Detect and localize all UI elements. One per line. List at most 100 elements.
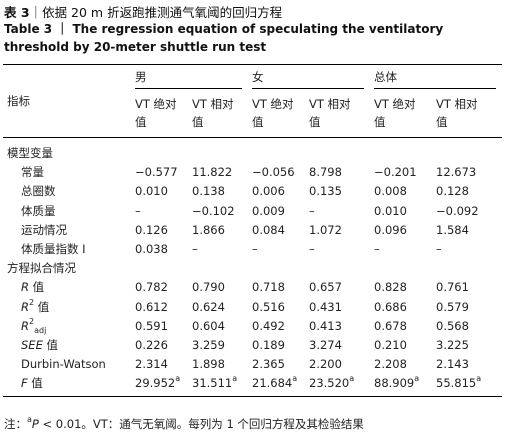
label-cell: 总圈数 [3, 182, 131, 201]
cell-text: 0.009 [252, 203, 285, 218]
cell-text: 0.126 [135, 222, 168, 237]
value-cell: −0.056 [248, 163, 305, 182]
data-row: 总圈数 0.010 0.138 0.006 0.135 0.008 0.128 [3, 182, 502, 201]
subheader: VT 相对值 [305, 89, 370, 138]
section-row: 方程拟合情况 [3, 259, 502, 278]
text-part: 值 [42, 338, 58, 353]
cell-text: 0.008 [374, 184, 407, 199]
subheader-row: VT 绝对值 VT 相对值 VT 绝对值 VT 相对值 VT 绝对值 VT 相对值 [3, 89, 502, 138]
text-part: R [21, 280, 29, 295]
cell-text: 3.259 [192, 338, 225, 353]
value-cell: 0.591 [131, 317, 188, 336]
value-cell: 0.010 [370, 202, 432, 221]
regression-table: 指标 男 女 总体 VT 绝对值 VT 相对值 VT 绝对值 VT 相对值 VT 绝对值 VT 相… [3, 64, 502, 397]
subheader: VT 绝对值 [248, 89, 305, 138]
cell-text: 0.138 [192, 184, 225, 199]
value-cell: 0.010 [131, 182, 188, 201]
value-cell: 0.686 [370, 298, 432, 317]
cell-text: 0.431 [309, 299, 342, 314]
value-cell: 0.828 [370, 278, 432, 297]
cell-text: 0.189 [252, 338, 285, 353]
text-part: a [414, 374, 420, 384]
cell-text: −0.056 [252, 165, 295, 180]
cell-text: – [309, 242, 315, 257]
data-row: R 值 0.782 0.790 0.718 0.657 0.828 0.761 [3, 278, 502, 297]
cell-text: 0.038 [135, 242, 168, 257]
value-cell: 0.210 [370, 336, 432, 355]
cell-text: – [192, 242, 198, 257]
data-row: 体质量 – −0.102 0.009 – 0.010 −0.092 [3, 202, 502, 221]
value-cell: 0.718 [248, 278, 305, 297]
text-part: 55.815 [436, 376, 477, 391]
cell-text: VT 相对值 [309, 97, 351, 129]
value-cell: −0.102 [188, 202, 248, 221]
value-cell: 0.604 [188, 317, 248, 336]
cell-text: 0.624 [192, 299, 225, 314]
cell-text: 3.225 [436, 338, 469, 353]
cell-text: 2.143 [436, 357, 469, 372]
cell-text: – [309, 203, 315, 218]
value-cell: 0.128 [432, 182, 502, 201]
value-cell: 88.909a [370, 374, 432, 397]
cell-text: 0.210 [374, 338, 407, 353]
data-row: R2 值 0.612 0.624 0.516 0.431 0.686 0.579 [3, 298, 502, 317]
value-cell: – [432, 240, 502, 259]
text-part: 2 [29, 316, 35, 326]
text-part: a [232, 374, 238, 384]
value-cell: – [305, 240, 370, 259]
label-cell: 模型变量 [3, 138, 502, 164]
label-cell: R2adj [3, 317, 131, 336]
cell-text: VT 绝对值 [135, 97, 177, 129]
value-cell: 2.143 [432, 355, 502, 374]
text-part: F [21, 376, 28, 391]
cell-text: 12.673 [436, 165, 477, 180]
label-cell: F 值 [3, 374, 131, 397]
cell-text: 0.657 [309, 280, 342, 295]
text-part: ｜依据 20 m 折返跑推测通气氧阈的回归方程 [29, 5, 283, 20]
text-part: Table 3 ｜ The regression equation of spe… [4, 22, 444, 54]
cell-text: 0.128 [436, 184, 469, 199]
value-cell: 29.952a [131, 374, 188, 397]
group-rule: 总体 [374, 66, 496, 89]
value-cell: 0.782 [131, 278, 188, 297]
cell-text: −0.577 [135, 165, 178, 180]
value-cell: 0.009 [248, 202, 305, 221]
cell-text: 0.782 [135, 280, 168, 295]
value-cell: 2.314 [131, 355, 188, 374]
text-part: R [21, 299, 29, 314]
cell-text: VT 绝对值 [252, 97, 294, 129]
value-cell: 0.492 [248, 317, 305, 336]
value-cell: −0.201 [370, 163, 432, 182]
cell-text: 模型变量 [7, 146, 53, 160]
label-cell: 运动情况 [3, 221, 131, 240]
cell-text: 2.314 [135, 357, 168, 372]
cell-text: 0.516 [252, 299, 285, 314]
text-part: 88.909 [374, 376, 415, 391]
text-part: R [21, 318, 29, 333]
cell-text: 0.761 [436, 280, 469, 295]
data-row: 运动情况 0.126 1.866 0.084 1.072 0.096 1.584 [3, 221, 502, 240]
value-cell: 0.226 [131, 336, 188, 355]
cell-text: 0.010 [374, 203, 407, 218]
value-cell: 0.138 [188, 182, 248, 201]
cell-text: −0.201 [374, 165, 417, 180]
value-cell: 0.006 [248, 182, 305, 201]
data-row: F 值 29.952a 31.511a 21.684a 23.520a 88.909a 55… [3, 374, 502, 397]
cell-text: 2.200 [309, 357, 342, 372]
value-cell: 3.274 [305, 336, 370, 355]
cell-text: 0.413 [309, 318, 342, 333]
value-cell: – [188, 240, 248, 259]
header-row: 指标 男 女 总体 [3, 64, 502, 138]
cell-text: 0.084 [252, 222, 285, 237]
value-cell: – [248, 240, 305, 259]
text-part: a [292, 374, 298, 384]
value-cell: 0.084 [248, 221, 305, 240]
cell-text: 11.822 [192, 165, 233, 180]
cell-text: 总体 [374, 69, 397, 84]
cell-text: 0.226 [135, 338, 168, 353]
cell-text: 0.010 [135, 184, 168, 199]
label-cell: 体质量指数 I [3, 240, 131, 259]
text-part: 29.952 [135, 376, 176, 391]
cell-text: VT 相对值 [436, 97, 478, 129]
value-cell: 1.584 [432, 221, 502, 240]
